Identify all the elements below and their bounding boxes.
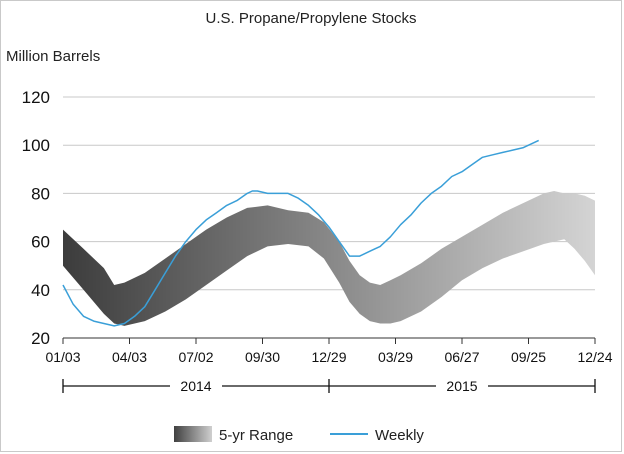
x-tick-label: 06/27	[444, 349, 479, 365]
x-tick-label: 01/03	[45, 349, 80, 365]
y-tick-label: 20	[31, 329, 50, 348]
x-tick-label: 12/24	[577, 349, 612, 365]
legend-label-weekly: Weekly	[375, 427, 424, 444]
legend-swatch-range	[174, 426, 212, 442]
range-band	[63, 191, 595, 326]
x-tick-label: 09/30	[245, 349, 280, 365]
weekly-line	[62, 139, 540, 327]
x-axis: 01/03 04/03 07/02 09/30 12/29 03/29 06/27 09/25…	[45, 337, 613, 365]
y-tick-label: 60	[31, 233, 50, 252]
y-tick-label: 120	[22, 88, 50, 107]
y-tick-label: 100	[22, 136, 50, 155]
legend-label-range: 5-yr Range	[219, 427, 293, 444]
y-tick-label: 40	[31, 281, 50, 300]
legend: 5-yr Range Weekly	[174, 426, 424, 444]
y-tick-labels: 20 40 60 80 100 120	[22, 88, 50, 348]
x-tick-label: 12/29	[311, 349, 346, 365]
x-tick-label: 07/02	[178, 349, 213, 365]
x-tick-label: 03/29	[378, 349, 413, 365]
x-tick-label: 09/25	[511, 349, 546, 365]
y-axis-label: Million Barrels	[6, 48, 100, 65]
chart-title: U.S. Propane/Propylene Stocks	[206, 10, 417, 27]
year-label: 2014	[180, 378, 211, 394]
plot-area	[62, 139, 595, 327]
year-axis: 2014 2015	[62, 378, 596, 394]
year-label: 2015	[446, 378, 477, 394]
x-tick-label: 04/03	[112, 349, 147, 365]
y-tick-label: 80	[31, 184, 50, 203]
